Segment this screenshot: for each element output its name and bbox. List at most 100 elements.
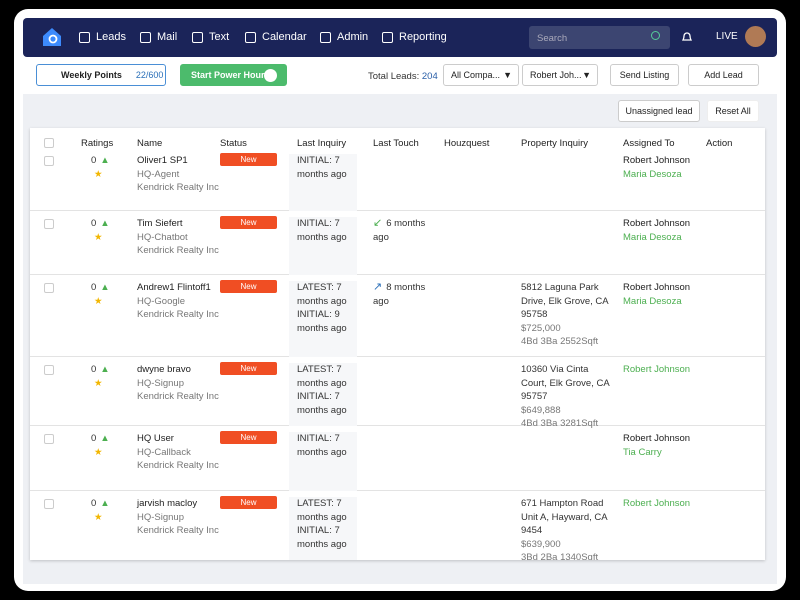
nav-item[interactable]: Mail: [140, 31, 177, 43]
assigned-cell: Robert Johnson Maria Desoza: [623, 281, 690, 308]
nav-label: Reporting: [399, 31, 447, 43]
assigned-cell: Robert Johnson: [623, 363, 690, 377]
property-address: 10360 Via Cinta Court, Elk Grove, CA 957…: [521, 364, 610, 402]
inquiry-cell: LATEST: 7 months ago INITIAL: 9 months ag…: [289, 281, 357, 357]
inquiry-cell: LATEST: 7 months ago INITIAL: 7 months ag…: [289, 363, 357, 426]
power-hour-button[interactable]: Start Power Hour: [180, 64, 287, 86]
weekly-points[interactable]: Weekly Points 22/600: [36, 64, 166, 86]
rating-star: ★: [94, 377, 103, 389]
live-status[interactable]: LIVE: [703, 31, 738, 42]
table-row: 0 ▲ ★ jarvish macloy HQ-Signup Kendrick Realt…: [30, 491, 765, 560]
unassigned-label: Unassigned lead: [625, 106, 693, 116]
lead-company: Kendrick Realty Inc: [137, 391, 219, 402]
lead-company: Kendrick Realty Inc: [137, 525, 219, 536]
reset-button[interactable]: Reset All: [707, 100, 759, 122]
nav-icon: [382, 31, 393, 43]
nav-item[interactable]: Calendar: [245, 31, 307, 43]
weekly-points-value: 22/600: [135, 70, 164, 80]
rating: 0: [91, 282, 97, 293]
nav-icon: [140, 31, 151, 43]
row-checkbox[interactable]: [44, 499, 54, 509]
nav-label: Admin: [337, 31, 369, 43]
total-leads-value: 204: [421, 71, 438, 82]
lead-name: Oliver1 SP1: [137, 155, 188, 166]
nav-item[interactable]: Reporting: [382, 31, 447, 43]
table-row: 0 ▲ ★ Oliver1 SP1 HQ-Agent Kendrick Realty In…: [30, 148, 765, 211]
column-header: Property Inquiry: [521, 138, 589, 149]
status-badge: New: [220, 153, 277, 166]
status-badge: New: [220, 362, 277, 375]
avatar[interactable]: [745, 26, 766, 47]
unassigned-button[interactable]: Unassigned lead: [618, 100, 700, 122]
name-cell: dwyne bravo HQ-Signup Kendrick Realty Inc: [137, 363, 219, 404]
toolbar: Weekly Points 22/600 Start Power Hour Tot…: [14, 57, 786, 94]
row-checkbox[interactable]: [44, 156, 54, 166]
rating-cell: 0 ▲ ★: [91, 432, 121, 459]
table-row: 0 ▲ ★ HQ User HQ-Callback Kendrick Realty Inc…: [30, 426, 765, 491]
inquiry: INITIAL: 7 months ago: [297, 525, 347, 550]
company-value: All Compa...: [451, 70, 501, 80]
rating-up: ▲: [100, 433, 110, 444]
assigned-team[interactable]: Maria Desoza: [623, 295, 682, 307]
row-checkbox[interactable]: [44, 434, 54, 444]
property-price: $639,900: [521, 538, 561, 550]
nav-label: Text: [209, 31, 230, 43]
bell-icon[interactable]: [681, 31, 693, 43]
search-box[interactable]: Search: [529, 26, 670, 49]
reset-label: Reset All: [715, 106, 751, 116]
row-checkbox[interactable]: [44, 283, 54, 293]
assigned-team[interactable]: Maria Desoza: [623, 168, 682, 180]
header-checkbox[interactable]: [44, 138, 54, 148]
last-touch: 8 months ago: [373, 282, 426, 307]
rating-cell: 0 ▲ ★: [91, 497, 121, 524]
table-row: 0 ▲ ★ dwyne bravo HQ-Signup Kendrick Realty I…: [30, 357, 765, 429]
property-details: 4Bd 3Ba 3281Sqft: [521, 418, 599, 429]
lead-source: HQ-Chatbot: [137, 231, 188, 243]
name-cell: HQ User HQ-Callback Kendrick Realty Inc: [137, 432, 219, 473]
property-cell: 5812 Laguna Park Drive, Elk Grove, CA 95…: [521, 281, 616, 349]
add-lead-button[interactable]: Add Lead: [688, 64, 759, 86]
assigned-cell: Robert Johnson Tia Carry: [623, 432, 690, 459]
add-lead-label: Add Lead: [704, 70, 743, 80]
nav-item[interactable]: Admin: [320, 31, 368, 43]
row-checkbox[interactable]: [44, 365, 54, 375]
rating-up: ▲: [100, 364, 110, 375]
column-header: Assigned To: [623, 138, 675, 149]
column-header: Last Inquiry: [297, 138, 347, 149]
property-price: $649,888: [521, 404, 561, 416]
nav-icon: [79, 31, 90, 43]
nav-item[interactable]: Leads: [79, 31, 126, 43]
assigned-team[interactable]: Robert Johnson: [623, 364, 691, 375]
weekly-points-label: Weekly Points: [61, 70, 122, 80]
rating: 0: [91, 498, 97, 509]
lead-company: Kendrick Realty Inc: [137, 309, 219, 320]
inquiry-cell: INITIAL: 7 months ago: [289, 154, 357, 211]
nav-item[interactable]: Text: [192, 31, 229, 43]
status-badge: New: [220, 431, 277, 444]
lead-name: HQ User: [137, 433, 174, 444]
search-placeholder: Search: [537, 33, 568, 44]
assigned-team[interactable]: Robert Johnson: [623, 498, 691, 509]
column-header: Houzquest: [444, 138, 490, 149]
assigned-team[interactable]: Maria Desoza: [623, 231, 682, 243]
property-details: 4Bd 3Ba 2552Sqft: [521, 336, 599, 347]
agent-select[interactable]: Robert Joh... ▼: [522, 64, 598, 86]
rating-star: ★: [94, 231, 103, 243]
assigned-agent: Robert Johnson: [623, 433, 691, 444]
rating-up: ▲: [100, 218, 110, 229]
send-listing-button[interactable]: Send Listing: [610, 64, 679, 86]
name-cell: Tim Siefert HQ-Chatbot Kendrick Realty Inc: [137, 217, 219, 258]
rating-up: ▲: [100, 498, 110, 509]
total-leads: Total Leads: 204: [368, 71, 438, 82]
rating-cell: 0 ▲ ★: [91, 281, 121, 308]
assigned-team[interactable]: Tia Carry: [623, 446, 662, 458]
assigned-agent: Robert Johnson: [623, 155, 691, 166]
table-row: 0 ▲ ★ Tim Siefert HQ-Chatbot Kendrick Realty …: [30, 211, 765, 275]
row-checkbox[interactable]: [44, 219, 54, 229]
rating: 0: [91, 155, 97, 166]
property-address: 671 Hampton Road Unit A, Hayward, CA 945…: [521, 498, 608, 536]
navbar: Leads Mail Text Calendar Admin Reporting Sear…: [23, 18, 777, 57]
name-cell: jarvish macloy HQ-Signup Kendrick Realty I…: [137, 497, 219, 538]
rating-star: ★: [94, 168, 103, 180]
company-select[interactable]: All Compa... ▼: [443, 64, 519, 86]
